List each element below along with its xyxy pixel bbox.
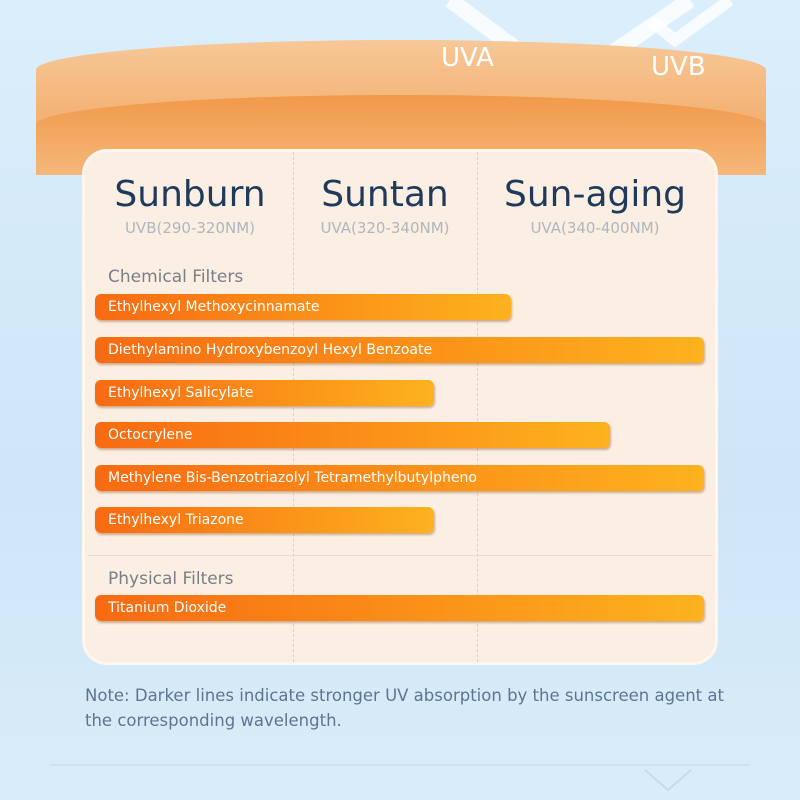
column-range: UVA(340-400NM) xyxy=(530,219,660,237)
filter-bar: Titanium Dioxide xyxy=(95,595,704,621)
uvb-label: UVB xyxy=(651,52,706,82)
section-title: Physical Filters xyxy=(108,569,234,589)
column-divider xyxy=(293,152,294,662)
note: Note: Darker lines indicate stronger UV … xyxy=(85,686,724,730)
filter-bar: Methylene Bis-Benzotriazolyl Tetramethyl… xyxy=(95,465,704,491)
column-title: Sunburn xyxy=(114,174,266,215)
check-mark xyxy=(646,0,734,48)
column-range: UVA(320-340NM) xyxy=(320,219,450,237)
column-divider xyxy=(477,152,478,662)
filter-bar: Diethylamino Hydroxybenzoyl Hexyl Benzoa… xyxy=(95,337,704,363)
chevron xyxy=(644,769,692,791)
column-title: Suntan xyxy=(321,174,449,215)
section-title: Chemical Filters xyxy=(108,267,244,287)
uva-label: UVA xyxy=(441,43,494,73)
column-title: Sun-aging xyxy=(503,174,687,215)
filter-bar: Octocrylene xyxy=(95,422,610,448)
filter-bar: Ethylhexyl Salicylate xyxy=(95,380,434,406)
filter-bar: Ethylhexyl Triazone xyxy=(95,507,434,533)
filter-bar: Ethylhexyl Methoxycinnamate xyxy=(95,294,511,320)
column-range: UVB(290-320NM) xyxy=(124,219,256,237)
section-divider xyxy=(88,555,712,556)
card xyxy=(85,152,715,662)
